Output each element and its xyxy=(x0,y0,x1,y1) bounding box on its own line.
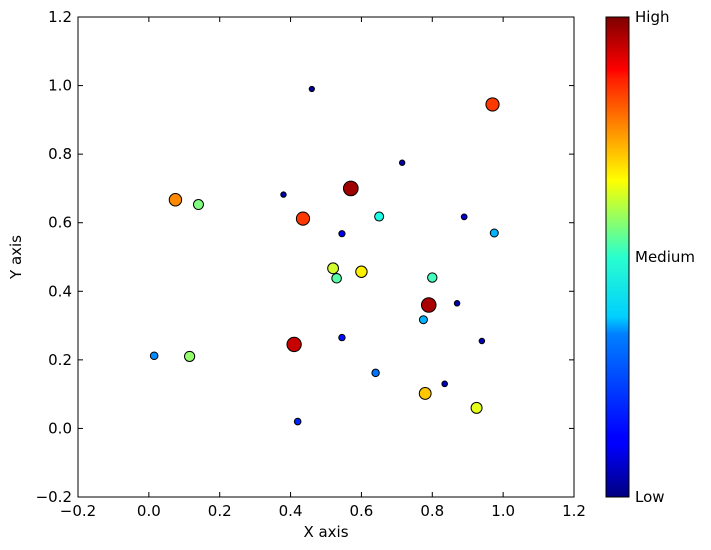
y-tick-label: 1.0 xyxy=(48,77,72,95)
scatter-point xyxy=(168,193,183,207)
scatter-point xyxy=(355,265,368,278)
scatter-point xyxy=(149,351,159,361)
scatter-point xyxy=(485,97,500,112)
x-tick-label: 0.0 xyxy=(137,502,161,520)
y-tick-label: 0.4 xyxy=(48,282,72,300)
scatter-point xyxy=(478,337,486,345)
x-tick-label: 0.6 xyxy=(349,502,373,520)
scatter-point xyxy=(342,180,359,197)
scatter-point xyxy=(427,272,438,283)
colorbar-label-medium: Medium xyxy=(635,248,695,266)
y-tick-label: 1.2 xyxy=(48,8,72,26)
scatter-point xyxy=(420,297,437,313)
scatter-point xyxy=(280,191,287,198)
axis-ticks: −0.2 0.0 0.2 0.4 0.6 0.8 1.0 1.2 −0.2 0.0 0.2 0.4 0.… xyxy=(36,8,586,520)
x-tick-label: 1.2 xyxy=(562,502,586,520)
scatter-point xyxy=(295,211,311,226)
scatter-point xyxy=(441,380,448,388)
scatter-point xyxy=(286,336,302,353)
y-tick-label: −0.2 xyxy=(36,488,72,506)
colorbar xyxy=(605,16,630,498)
data-points xyxy=(149,85,500,426)
scatter-point xyxy=(460,213,468,221)
scatter-point xyxy=(470,401,483,414)
x-tick-label: 1.0 xyxy=(491,502,515,520)
scatter-point xyxy=(374,211,385,222)
y-tick-label: 0.2 xyxy=(48,351,72,369)
x-tick-label: 0.4 xyxy=(279,502,303,520)
scatter-point xyxy=(489,228,499,238)
x-tick-label: 0.2 xyxy=(208,502,232,520)
y-tick-label: 0.6 xyxy=(48,214,72,232)
scatter-point xyxy=(418,315,428,325)
scatter-point xyxy=(371,368,380,378)
scatter-point xyxy=(293,417,302,426)
scatter-point xyxy=(327,262,339,275)
y-tick-label: 0.0 xyxy=(48,419,72,437)
scatter-point xyxy=(453,300,461,307)
scatter-point xyxy=(331,272,342,284)
scatter-point xyxy=(184,350,196,363)
x-tick-label: −0.2 xyxy=(60,502,96,520)
y-axis-label: Y axis xyxy=(7,235,25,280)
colorbar-label-high: High xyxy=(635,8,669,26)
plot-frame xyxy=(77,16,575,498)
y-tick-label: 0.8 xyxy=(48,145,72,163)
x-axis-label: X axis xyxy=(303,523,348,541)
scatter-point xyxy=(192,199,204,211)
scatter-point xyxy=(338,230,346,238)
scatter-point xyxy=(398,159,406,166)
scatter-point xyxy=(418,387,432,400)
colorbar-label-low: Low xyxy=(635,488,665,506)
scatter-point xyxy=(308,85,315,93)
x-tick-label: 0.8 xyxy=(420,502,444,520)
scatter-point xyxy=(338,333,346,342)
